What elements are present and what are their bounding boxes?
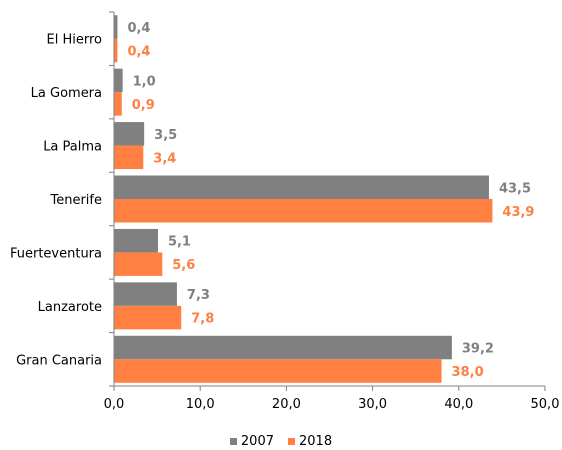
- category-label-tenerife: Tenerife: [50, 193, 103, 208]
- x-tick-label: 10,0: [186, 397, 215, 412]
- bar-2018-el-hierro: [114, 38, 118, 63]
- data-label-2007-lanzarote: 7,3: [187, 288, 210, 303]
- data-label-2007-la-palma: 3,5: [154, 128, 177, 143]
- data-label-2018-lanzarote: 7,8: [191, 312, 214, 327]
- x-tick-label: 30,0: [358, 397, 387, 412]
- bar-2007-gran-canaria: [114, 335, 452, 360]
- bar-2018-lanzarote: [114, 305, 182, 330]
- bars-group: [114, 15, 493, 383]
- legend-label-2018: 2018: [299, 433, 333, 449]
- x-tick-label: 40,0: [444, 397, 473, 412]
- data-label-2018-la-gomera: 0,9: [132, 98, 155, 113]
- category-label-gran-canaria: Gran Canaria: [16, 353, 102, 368]
- data-label-2018-el-hierro: 0,4: [127, 44, 150, 59]
- legend-item-2007: 2007: [229, 433, 274, 449]
- bar-2007-tenerife: [114, 175, 489, 199]
- labels-group: 0,4 0,4 El Hierro 1,0 0,9 La Gomera 3,5 3,4 La P…: [10, 21, 560, 412]
- data-label-2007-la-gomera: 1,0: [133, 74, 156, 89]
- legend: 2007 2018: [0, 432, 562, 450]
- x-tick-label: 50,0: [531, 397, 560, 412]
- category-label-el-hierro: El Hierro: [47, 33, 103, 48]
- legend-swatch-2007: [229, 437, 237, 445]
- data-label-2007-tenerife: 43,5: [499, 181, 531, 196]
- bar-chart: 0,4 0,4 El Hierro 1,0 0,9 La Gomera 3,5 3,4 La P…: [10, 11, 560, 412]
- bar-2007-la-palma: [114, 122, 145, 146]
- data-label-2007-gran-canaria: 39,2: [462, 342, 494, 357]
- x-tick-label: 0,0: [104, 397, 125, 412]
- axes-group: [109, 11, 546, 391]
- bar-2018-fuerteventura: [114, 252, 163, 276]
- bar-2018-tenerife: [114, 199, 493, 223]
- bar-2007-la-gomera: [114, 68, 123, 93]
- category-label-fuerteventura: Fuerteventura: [10, 246, 102, 261]
- data-label-2007-el-hierro: 0,4: [127, 21, 150, 36]
- bar-2018-la-palma: [114, 145, 144, 170]
- data-label-2018-gran-canaria: 38,0: [452, 365, 484, 380]
- data-label-2018-fuerteventura: 5,6: [172, 258, 195, 273]
- legend-swatch-2018: [288, 437, 295, 445]
- data-label-2018-la-palma: 3,4: [153, 151, 176, 166]
- data-label-2007-fuerteventura: 5,1: [168, 235, 191, 250]
- bar-2018-la-gomera: [114, 92, 122, 116]
- legend-item-2018: 2018: [288, 434, 332, 449]
- category-label-la-palma: La Palma: [43, 140, 102, 155]
- bar-2007-lanzarote: [114, 282, 177, 306]
- data-label-2018-tenerife: 43,9: [502, 205, 534, 220]
- x-tick-label: 20,0: [272, 397, 301, 412]
- category-label-lanzarote: Lanzarote: [38, 300, 102, 315]
- legend-label-2007: 2007: [240, 433, 274, 449]
- bar-2007-fuerteventura: [114, 228, 158, 253]
- bar-2007-el-hierro: [114, 15, 118, 39]
- bar-2018-gran-canaria: [114, 359, 442, 383]
- category-label-la-gomera: La Gomera: [31, 86, 102, 101]
